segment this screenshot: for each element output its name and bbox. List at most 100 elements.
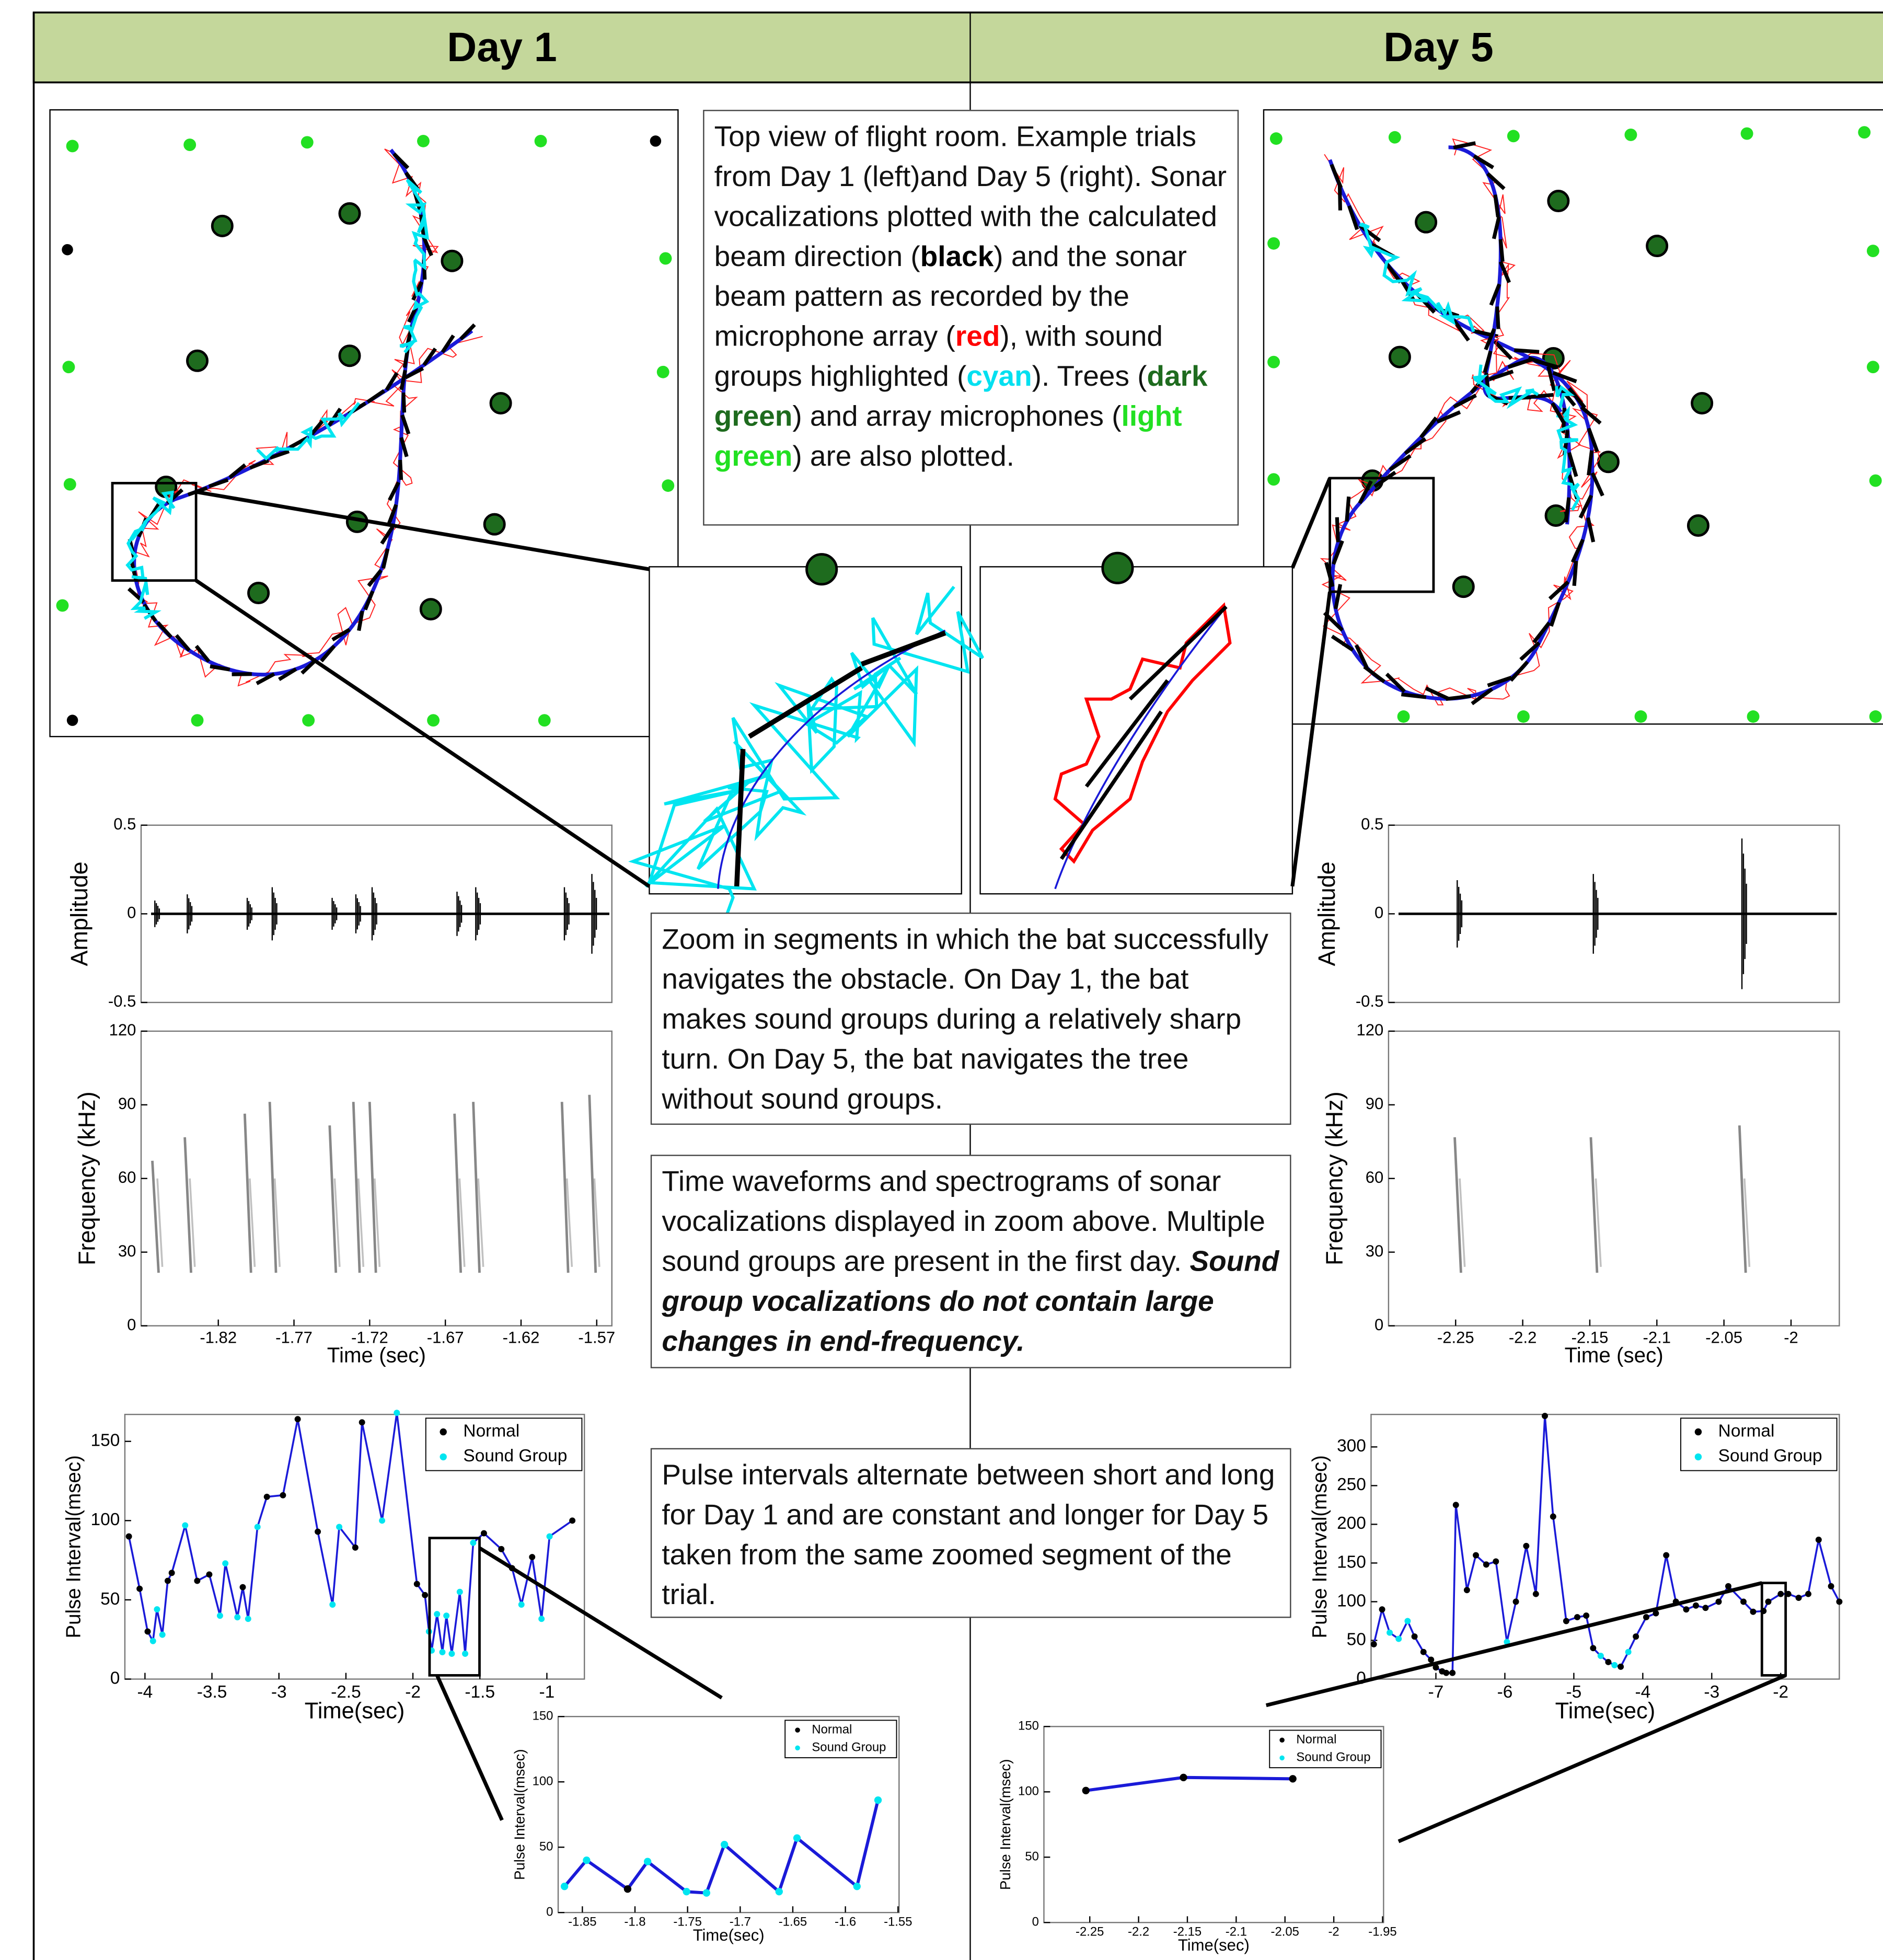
spectrogram-streak (1743, 1178, 1751, 1267)
trajectory-group (125, 148, 483, 687)
beam-direction (228, 463, 247, 479)
connector (478, 1546, 723, 1700)
legend-label: Normal (463, 1421, 519, 1440)
x-tick-label: -1.85 (568, 1915, 596, 1929)
pulse-interval-point (623, 1885, 632, 1893)
spectrogram-streak (477, 1178, 484, 1267)
beam-direction (1567, 387, 1587, 409)
microphone (1867, 361, 1879, 374)
beam-direction (278, 667, 297, 682)
pulse-interval-point (439, 1649, 446, 1655)
y-tick-label: 0 (1032, 1915, 1039, 1929)
microphone (1634, 710, 1647, 723)
beam-direction (1453, 394, 1477, 409)
beam-direction (1358, 224, 1381, 243)
tree (1597, 451, 1620, 474)
beam-direction (1373, 470, 1396, 488)
column-header: Day 1 (447, 24, 557, 70)
beam-direction (289, 436, 309, 449)
beam-direction (1580, 406, 1602, 425)
spectrogram-streak (151, 1160, 160, 1273)
beam-direction (385, 372, 399, 391)
x-tick-label: -1.75 (673, 1915, 701, 1929)
pulse-interval-point (159, 1631, 166, 1638)
pulse-interval-point (498, 1546, 505, 1552)
note-text: dark green (714, 359, 1208, 432)
beam-direction (1586, 517, 1596, 543)
flight-path (1054, 606, 1227, 890)
zoom-connectors (111, 477, 1787, 1843)
pulse-interval-point (1563, 1618, 1569, 1624)
pulse-interval-point (1683, 1606, 1690, 1613)
spectrogram-streak (458, 1178, 466, 1267)
beam-direction (1334, 584, 1343, 609)
flight-maps (56, 126, 1882, 727)
beam-direction (357, 610, 364, 631)
pulse-interval-point (1605, 1658, 1612, 1665)
microphone (1267, 473, 1280, 486)
pulse-interval-point (1590, 1645, 1597, 1652)
microphone (56, 599, 69, 612)
sound-group (1359, 222, 1475, 332)
pulse-interval-point (518, 1601, 525, 1608)
beam-direction (1345, 496, 1351, 522)
beam-direction (256, 672, 275, 685)
tree (1544, 504, 1567, 527)
beam-direction (1587, 428, 1599, 453)
pulse-interval-point (413, 1581, 420, 1587)
spectrogram-streak (328, 1125, 338, 1273)
pulse-interval-point (144, 1628, 151, 1635)
x-tick-label: -1.82 (200, 1329, 237, 1347)
pulse-interval-point (1643, 1614, 1649, 1621)
pulse-interval-point (1387, 1629, 1393, 1636)
beam-direction (327, 407, 342, 426)
x-tick-label: -2.05 (1705, 1329, 1742, 1347)
x-tick-label: -1.67 (427, 1329, 464, 1347)
beam-direction (1493, 194, 1500, 217)
pulse-interval-point (560, 1883, 569, 1890)
y-tick-label: 120 (1357, 1021, 1384, 1039)
y-tick-label: 100 (1018, 1784, 1039, 1798)
y-tick-label: 50 (1347, 1630, 1366, 1649)
x-axis-label: Time(sec) (1178, 1936, 1250, 1954)
y-tick-label: 60 (118, 1168, 136, 1186)
sound-group (1555, 385, 1580, 511)
plot-frame (140, 1030, 613, 1327)
note-box: Zoom in segments in which the bat succes… (650, 912, 1291, 1125)
pulse-interval-point (1473, 1552, 1479, 1559)
zoom-inset-frame (649, 566, 962, 895)
y-tick-label: 100 (533, 1774, 553, 1789)
spectrogram-streak (183, 1137, 192, 1273)
pulse-interval-point (1404, 1618, 1411, 1624)
note-text: Sound group vocalizations do not contain… (662, 1244, 1279, 1357)
beam-direction (1330, 164, 1343, 189)
x-tick-label: -2.5 (331, 1682, 361, 1702)
y-tick-label: 150 (91, 1431, 120, 1450)
beam-direction (1507, 358, 1533, 369)
y-axis-label: Pulse Interval(msec) (997, 1759, 1013, 1890)
pulse-interval-point (480, 1530, 487, 1537)
beam-direction (1492, 339, 1513, 360)
beam-direction (194, 644, 211, 663)
pulse-interval-point (1611, 1662, 1618, 1668)
microphone (302, 714, 315, 727)
beam-direction (1354, 644, 1369, 668)
pulse-interval-point (1597, 1653, 1604, 1659)
beam-direction (363, 590, 375, 610)
beam-direction (210, 664, 230, 672)
pulse-interval-point (182, 1522, 189, 1529)
x-tick-label: -2.25 (1076, 1925, 1104, 1939)
tree (441, 249, 464, 272)
pulse-interval-point (462, 1651, 469, 1657)
beam-direction (388, 481, 400, 501)
pulse-interval-point (1725, 1583, 1731, 1589)
pulse-interval-point (1493, 1558, 1499, 1565)
beam-direction (1335, 517, 1340, 543)
pulse-interval-point (1702, 1605, 1709, 1611)
microphone (650, 135, 662, 147)
x-tick-label: -6 (1497, 1682, 1513, 1702)
x-tick-label: -1.77 (275, 1329, 313, 1347)
x-tick-label: -2.2 (1509, 1329, 1537, 1347)
sound-group (1472, 364, 1539, 409)
pulse-interval-point (1795, 1595, 1802, 1601)
